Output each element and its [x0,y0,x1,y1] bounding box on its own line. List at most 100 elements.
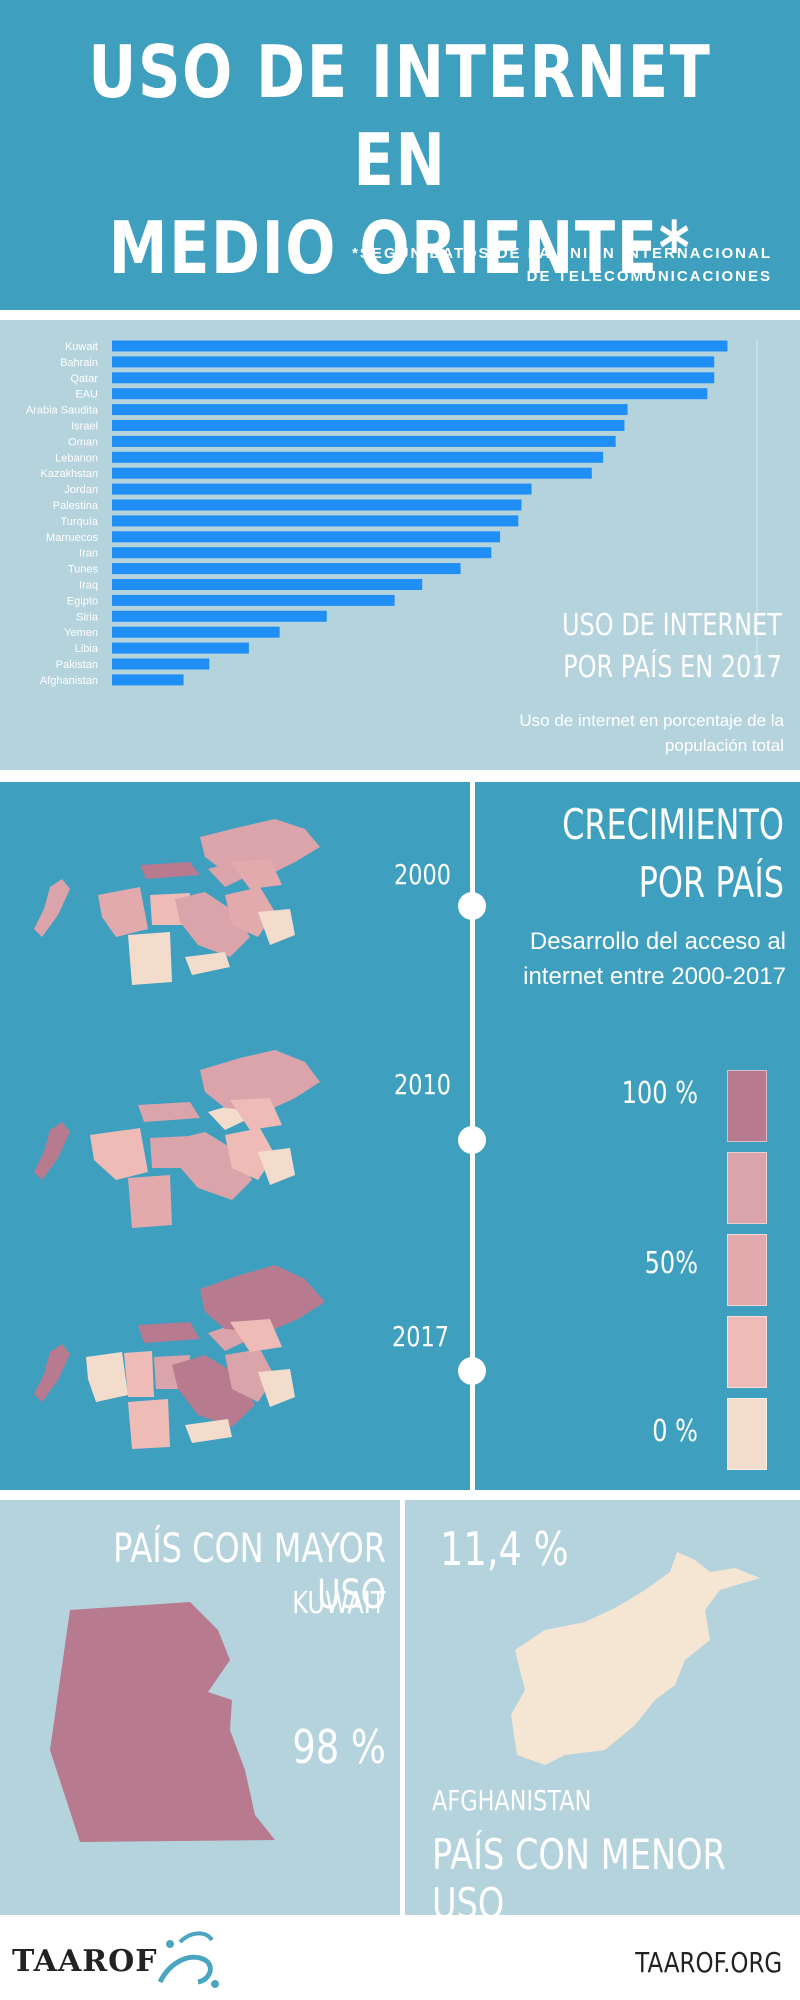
map-region [230,1319,282,1352]
bar-label: Oman [68,436,98,448]
bar [112,388,708,400]
bar-label: Turquía [60,516,98,528]
kuwait-shape [50,1602,275,1842]
growth-title-line-1: CRECIMIENTO [562,800,784,849]
legend-swatch-0 [727,1398,767,1470]
bar [112,547,492,559]
bar [112,499,522,511]
map-region [258,1148,295,1185]
growth-subtitle: Desarrollo del acceso al internet entre … [523,928,786,990]
bar [112,594,395,606]
bar-label: Tunes [68,564,99,576]
kuwait-map [50,1602,275,1842]
bar [112,451,604,463]
bar-label: Bahrain [60,357,98,369]
source-line-1: *SEGÚN DATOS DE LA UNIÓN INTERNACIONAL [352,245,772,262]
logo: TAAROF [12,1944,158,1979]
bar-label: EAU [75,389,98,401]
map-region [225,887,275,937]
bar-label: Yemen [64,627,98,639]
timeline-dot-2000 [458,892,486,920]
bar-title-line-2: POR PAÍS EN 2017 [563,650,782,685]
bar-chart-section: Kuwait Bahrain Qatar EAU Arabia Saudita Israe… [0,320,800,770]
bar [112,467,592,479]
growth-title: CRECIMIENTO POR PAÍS [492,796,784,912]
bar [112,356,715,368]
legend-swatch-75 [727,1152,767,1224]
min-country: AFGHANISTAN [432,1784,592,1817]
map-region [200,1050,320,1112]
map-region [140,862,200,879]
legend-label-high: 100 % [621,1076,698,1111]
min-value: 11,4 % [440,1522,569,1576]
year-label-2010: 2010 [394,1068,452,1101]
extremes-section: PAÍS CON MAYOR USO KUWAIT 98 % 11,4 % AF… [0,1500,800,1928]
growth-section: 2000 2010 2017 [0,782,800,1490]
map-region [230,859,282,889]
legend-swatch-100 [727,1070,767,1142]
source-note: *SEGÚN DATOS DE LA UNIÓN INTERNACIONAL D… [352,242,772,288]
map-region [200,1265,325,1333]
timeline-dot-2017 [458,1357,486,1385]
map-region [225,1349,275,1402]
map-region [258,1369,295,1407]
bar-label: Israel [71,421,98,433]
map-region [185,952,230,975]
map-region [128,1399,170,1449]
bar-label: Arabia Saudita [26,405,99,417]
bar-label: Palestina [53,500,99,512]
growth-title-line-2: POR PAÍS [638,858,784,907]
bar-label: Qatar [70,373,98,385]
bars-group: Kuwait Bahrain Qatar EAU Arabia Saudita Israe… [26,340,728,687]
map-region [200,819,320,877]
header: USO DE INTERNET EN MEDIO ORIENTE* *SEGÚN… [0,0,800,310]
legend-swatch-25 [727,1316,767,1388]
year-label-2000: 2000 [394,858,452,891]
year-label-2017: 2017 [392,1320,450,1353]
bar-chart-subtitle: Uso de internet en porcentaje de la popu… [519,711,784,755]
bar-title-line-1: USO DE INTERNET [562,608,782,643]
website-link[interactable]: TAAROF.ORG [635,1946,782,1979]
map-region [98,887,148,937]
bar-chart: Kuwait Bahrain Qatar EAU Arabia Saudita Israe… [26,340,758,687]
bar-label: Kuwait [65,341,98,353]
map-region [90,1128,148,1180]
max-country: KUWAIT [292,1586,386,1621]
bar [112,658,210,670]
map-region [128,1175,172,1228]
bar [112,626,280,638]
bar-label: Jordan [64,484,98,496]
map-region [185,1419,232,1443]
map-region [86,1352,128,1402]
source-line-2: DE TELECOMUNICACIONES [526,268,772,285]
extremes-divider [400,1500,405,1915]
afghanistan-map [511,1552,760,1765]
map-region [208,1105,246,1130]
bar [112,610,327,622]
bar [112,563,461,575]
title-line-1: USO DE INTERNET EN [88,30,712,202]
bar-label: Pakistan [56,659,98,671]
bar-label: Iraq [79,580,98,592]
bar [112,642,249,654]
timeline-dot-2010 [458,1126,486,1154]
bar-label: Marruecos [46,532,98,544]
bar [112,372,715,384]
map-2000 [34,819,320,985]
bar-label: Egipto [67,595,98,607]
min-heading: PAÍS CON MENOR USO [432,1830,726,1928]
afghanistan-shape [511,1552,760,1765]
map-region [175,892,250,957]
bar-label: Lebanon [55,452,98,464]
legend-swatch-50 [727,1234,767,1306]
map-2017 [34,1265,325,1449]
map-2010 [34,1050,320,1228]
map-region [225,1128,275,1180]
logo-calligraphy-icon [157,1931,219,1988]
map-region [34,1344,70,1402]
bar-label: Siria [76,611,99,623]
map-region [124,1351,154,1397]
bar [112,404,628,416]
max-heading: PAÍS CON MAYOR USO [113,1526,386,1618]
map-region [258,909,295,945]
